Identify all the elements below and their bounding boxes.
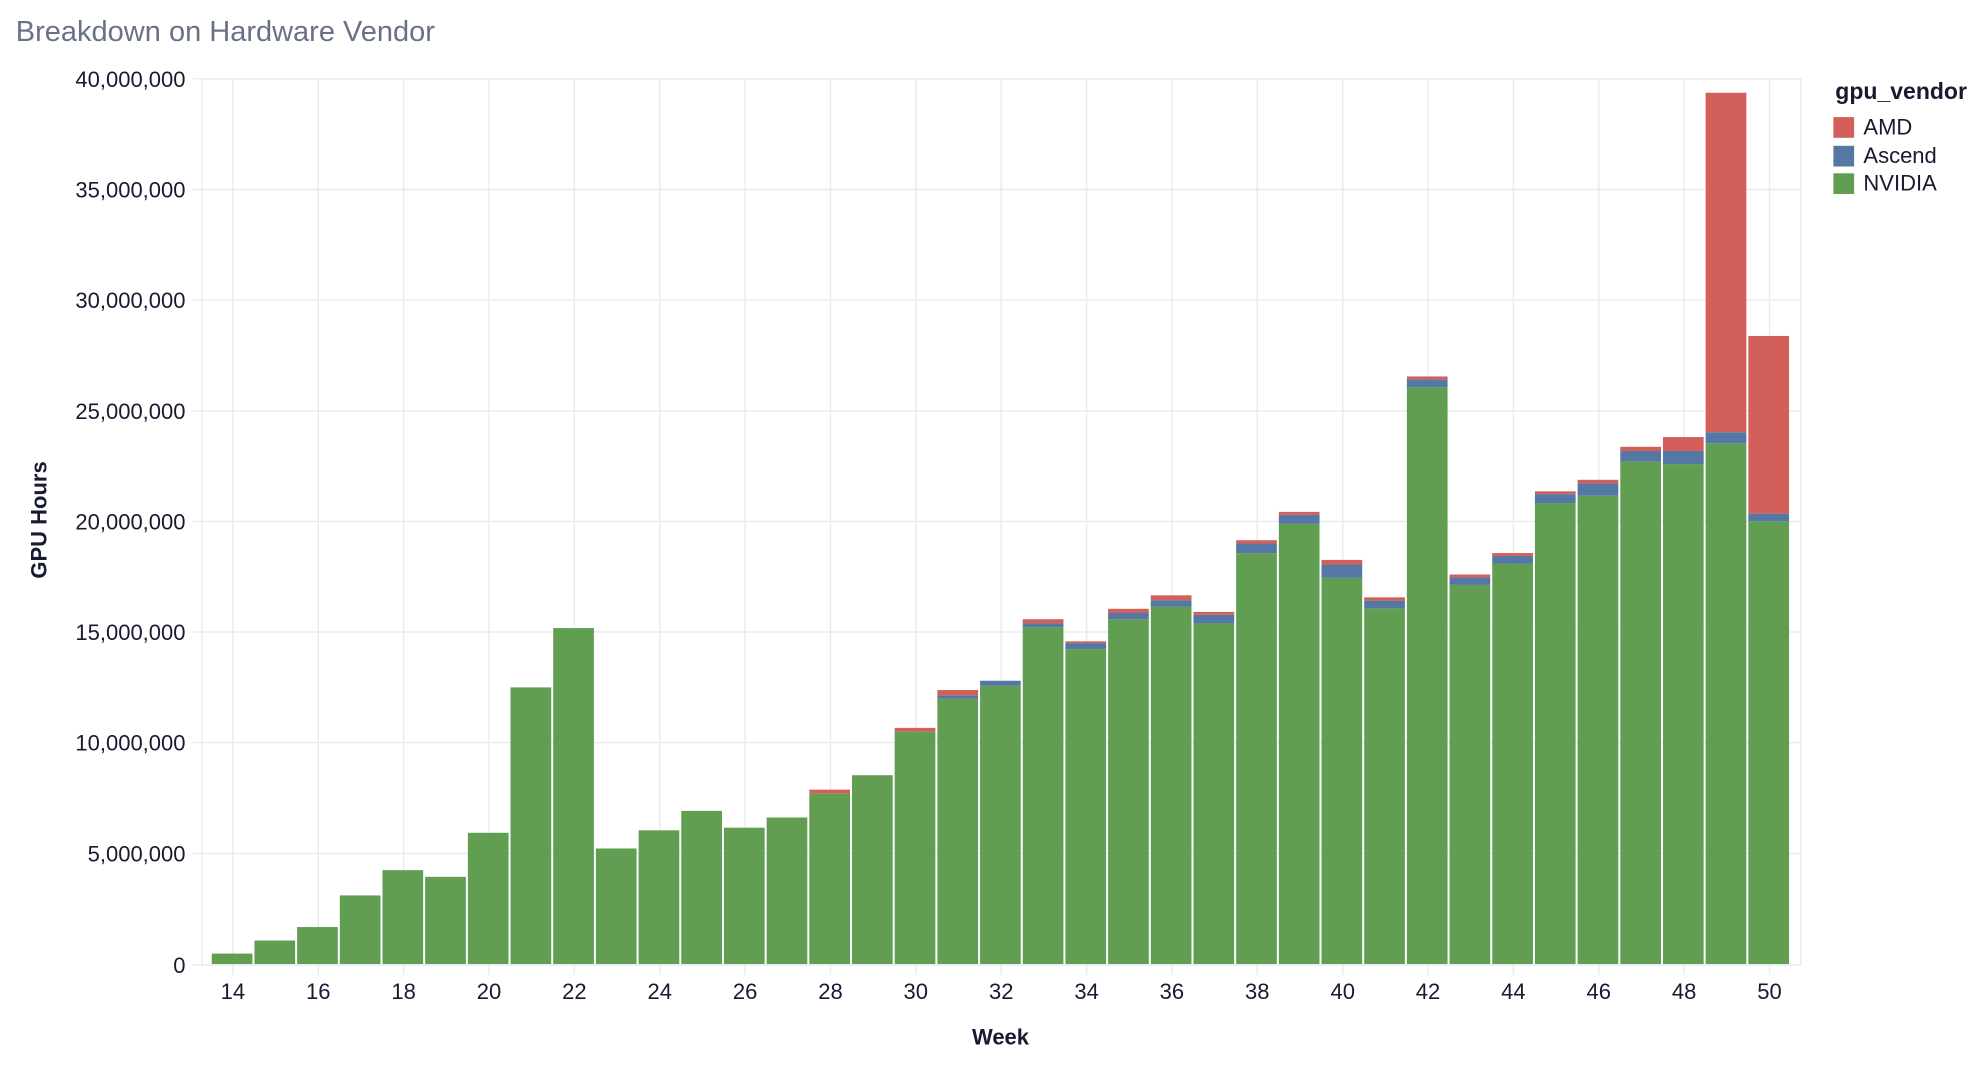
svg-text:GPU Hours: GPU Hours [27,461,52,578]
svg-text:Week: Week [972,1025,1030,1050]
svg-text:Ascend: Ascend [1863,143,1936,168]
svg-text:0: 0 [173,953,185,978]
svg-text:20,000,000: 20,000,000 [75,509,185,534]
svg-text:22: 22 [562,979,586,1004]
svg-text:24: 24 [647,979,671,1004]
svg-text:42: 42 [1416,979,1440,1004]
svg-text:30,000,000: 30,000,000 [75,288,185,313]
svg-text:18: 18 [391,979,415,1004]
svg-text:30: 30 [904,979,928,1004]
svg-text:38: 38 [1245,979,1269,1004]
svg-text:15,000,000: 15,000,000 [75,620,185,645]
svg-text:16: 16 [306,979,330,1004]
svg-text:10,000,000: 10,000,000 [75,731,185,756]
svg-text:gpu_vendor: gpu_vendor [1835,78,1967,104]
svg-text:40,000,000: 40,000,000 [75,67,185,92]
svg-text:20: 20 [477,979,501,1004]
svg-text:44: 44 [1501,979,1525,1004]
svg-text:34: 34 [1074,979,1098,1004]
svg-text:32: 32 [989,979,1013,1004]
svg-text:36: 36 [1160,979,1184,1004]
svg-text:48: 48 [1672,979,1696,1004]
svg-text:35,000,000: 35,000,000 [75,178,185,203]
svg-text:46: 46 [1587,979,1611,1004]
svg-text:5,000,000: 5,000,000 [88,841,186,866]
svg-text:26: 26 [733,979,757,1004]
svg-text:28: 28 [818,979,842,1004]
svg-text:50: 50 [1757,979,1781,1004]
svg-text:40: 40 [1330,979,1354,1004]
svg-text:AMD: AMD [1863,115,1912,140]
svg-text:Breakdown on Hardware Vendor: Breakdown on Hardware Vendor [16,16,435,48]
svg-text:NVIDIA: NVIDIA [1863,171,1937,196]
svg-text:25,000,000: 25,000,000 [75,399,185,424]
svg-text:14: 14 [221,979,245,1004]
